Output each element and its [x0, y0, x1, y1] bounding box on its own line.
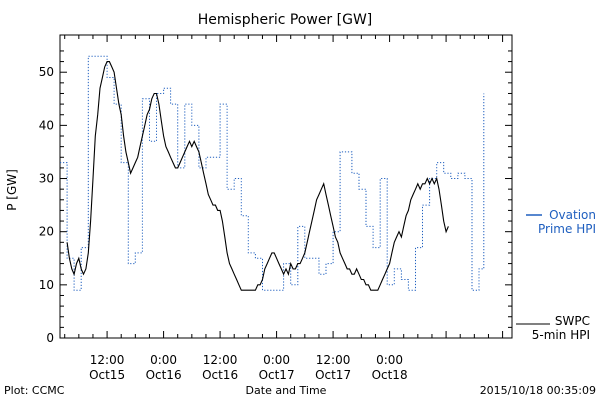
- y-tick-label: 10: [39, 278, 54, 292]
- legend-ovation-prime: Ovation Prime HPI: [526, 208, 596, 236]
- plot-credit: Plot: CCMC: [4, 384, 65, 397]
- x-axis: 12:00Oct150:00Oct1612:00Oct160:00Oct1712…: [64, 35, 504, 382]
- x-tick-label-time: 0:00: [263, 353, 290, 367]
- legend-swpc-hpi: SWPC 5-min HPI: [516, 314, 590, 342]
- y-tick-label: 50: [39, 65, 54, 79]
- x-tick-label-date: Oct16: [202, 368, 238, 382]
- x-tick-label-time: 12:00: [316, 353, 351, 367]
- y-tick-label: 30: [39, 172, 54, 186]
- legend-ovation-line2: Prime HPI: [538, 222, 596, 236]
- y-axis-label: P [GW]: [5, 169, 19, 211]
- legend-swpc-line2: 5-min HPI: [532, 328, 590, 342]
- series-layer: [60, 55, 485, 291]
- x-tick-label-date: Oct17: [315, 368, 351, 382]
- x-tick-label-time: 12:00: [90, 353, 125, 367]
- y-tick-label: 20: [39, 225, 54, 239]
- chart-title: Hemispheric Power [GW]: [198, 12, 373, 28]
- plot-frame: [59, 34, 513, 339]
- series-swpc-line: [66, 61, 449, 291]
- x-tick-label-time: 12:00: [203, 353, 238, 367]
- plot-timestamp: 2015/10/18 00:35:09: [480, 384, 596, 397]
- y-tick-label: 40: [39, 118, 54, 132]
- x-tick-label-date: Oct17: [259, 368, 295, 382]
- x-tick-label-date: Oct15: [89, 368, 125, 382]
- y-tick-label: 0: [46, 331, 54, 345]
- x-tick-label-date: Oct18: [372, 368, 408, 382]
- x-tick-label-date: Oct16: [146, 368, 182, 382]
- series-ovation-prime-line: [60, 55, 485, 291]
- y-axis: 0 10 20 30 40 50: [39, 50, 512, 345]
- legend-ovation-line1: Ovation: [549, 208, 596, 222]
- x-tick-label-time: 0:00: [376, 353, 403, 367]
- x-tick-label-time: 0:00: [150, 353, 177, 367]
- x-axis-label: Date and Time: [246, 384, 327, 397]
- legend-swpc-line1: SWPC: [555, 314, 590, 328]
